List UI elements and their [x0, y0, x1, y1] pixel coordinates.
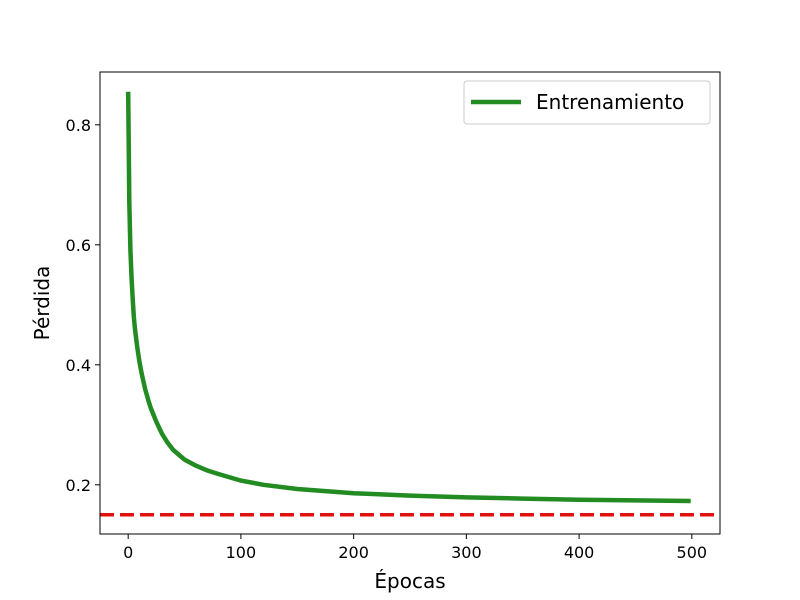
x-tick-label: 100 [226, 543, 257, 562]
x-tick-label: 200 [338, 543, 369, 562]
y-tick-label: 0.2 [66, 476, 91, 495]
x-tick-label: 300 [451, 543, 482, 562]
x-tick-label: 0 [123, 543, 133, 562]
legend-label-entrenamiento: Entrenamiento [536, 90, 684, 114]
y-axis-title: Pérdida [30, 266, 54, 341]
x-tick-label: 500 [677, 543, 708, 562]
series-line-0 [125, 91, 691, 504]
plot-area [100, 91, 720, 517]
y-tick-label: 0.8 [66, 116, 91, 135]
x-tick-label: 400 [564, 543, 595, 562]
x-axis-title: Épocas [374, 569, 445, 593]
y-tick-label: 0.6 [66, 236, 91, 255]
legend-box [463, 80, 711, 125]
axis-ticks: 0 100 200 300 400 500 0.2 0.4 0.6 0.8 [66, 116, 708, 562]
plot-frame [99, 71, 721, 535]
legend: Entrenamiento [463, 80, 711, 125]
y-tick-label: 0.4 [66, 356, 91, 375]
